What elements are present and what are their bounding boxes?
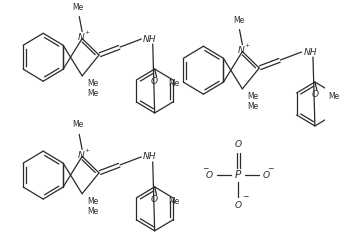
Text: −: − (202, 165, 208, 174)
Text: −: − (242, 193, 249, 202)
Text: O: O (311, 90, 318, 99)
Text: O: O (151, 77, 158, 86)
Text: Me: Me (328, 92, 339, 101)
Text: N: N (78, 33, 84, 42)
Text: NH: NH (143, 152, 157, 161)
Text: O: O (151, 195, 158, 204)
Text: +: + (84, 148, 89, 153)
Text: NH: NH (143, 35, 157, 43)
Text: Me: Me (168, 197, 179, 206)
Text: P: P (235, 170, 241, 180)
Text: +: + (84, 30, 89, 35)
Text: N: N (78, 151, 84, 160)
Text: Me: Me (247, 102, 258, 111)
Text: Me: Me (87, 89, 98, 98)
Text: Me: Me (87, 79, 98, 88)
Text: O: O (234, 201, 241, 210)
Text: O: O (206, 171, 213, 180)
Text: Me: Me (87, 207, 98, 216)
Text: +: + (244, 43, 250, 48)
Text: Me: Me (73, 2, 84, 12)
Text: Me: Me (87, 197, 98, 206)
Text: Me: Me (233, 16, 244, 24)
Text: Me: Me (168, 79, 179, 88)
Text: Me: Me (247, 92, 258, 101)
Text: O: O (234, 140, 241, 149)
Text: O: O (263, 171, 270, 180)
Text: Me: Me (73, 121, 84, 129)
Text: −: − (267, 165, 274, 174)
Text: N: N (238, 46, 245, 55)
Text: NH: NH (303, 47, 317, 57)
